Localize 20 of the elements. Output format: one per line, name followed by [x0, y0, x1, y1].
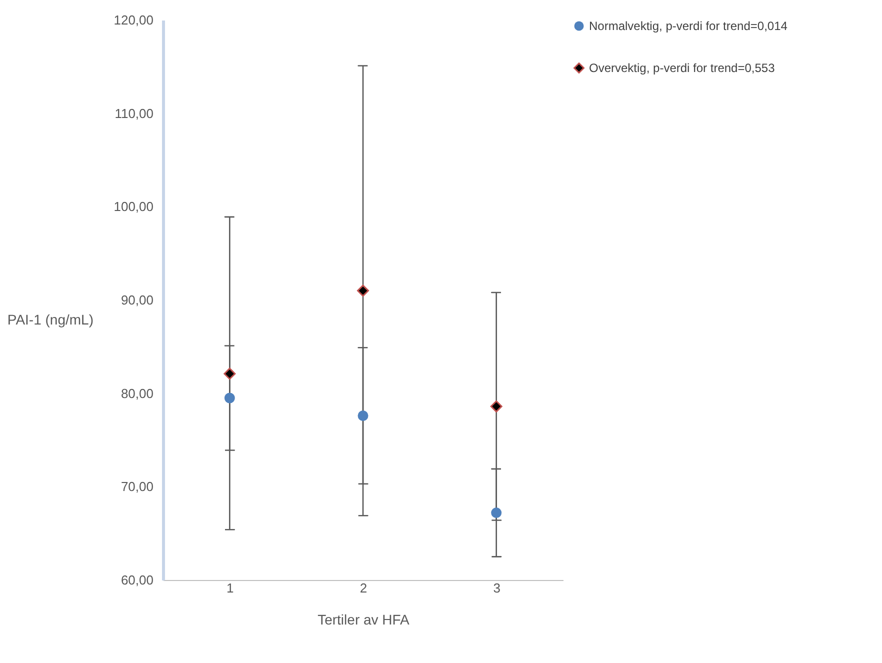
x-tick-label: 3: [493, 580, 500, 596]
y-tick-label: 110,00: [114, 106, 154, 121]
x-tick-label: 1: [226, 580, 234, 596]
y-tick-label: 120,00: [114, 12, 154, 28]
y-tick-label: 90,00: [120, 292, 154, 308]
point: [224, 392, 235, 404]
y-tick-label: 100,00: [114, 199, 154, 214]
legend-label: Normalvektig, p-verdi for trend=0,014: [589, 19, 788, 33]
point: [358, 410, 368, 421]
y-tick-label: 60,00: [120, 572, 154, 588]
point: [224, 368, 236, 380]
point: [490, 400, 502, 412]
legend-label: Overvektig, p-verdi for trend=0,553: [589, 61, 776, 75]
point: [357, 284, 369, 297]
x-axis-title: Tertiler av HFA: [318, 612, 410, 628]
x-tick-label: 2: [360, 580, 368, 596]
y-tick-label: 70,00: [120, 479, 154, 494]
y-axis-title: PAI-1 (ng/mL): [7, 312, 94, 328]
point: [491, 508, 502, 518]
y-tick-label: 80,00: [120, 386, 154, 401]
